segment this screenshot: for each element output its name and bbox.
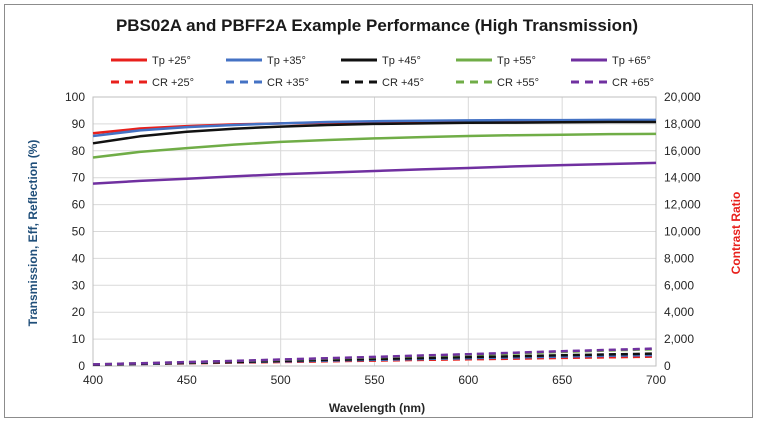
x-tick-label: 700	[646, 373, 666, 387]
legend-label: Tp +65°	[612, 55, 651, 67]
y-left-tick-label: 80	[72, 144, 86, 158]
legend-label: Tp +45°	[382, 55, 421, 67]
y-right-tick-label: 6,000	[664, 278, 694, 292]
x-tick-label: 400	[83, 373, 103, 387]
series-line-tp-45	[92, 120, 656, 145]
y-right-tick-label: 8,000	[664, 251, 694, 265]
legend-label: Tp +55°	[497, 55, 536, 67]
chart-frame: 0 0 10 2,000 20 4,000 30 6,000 40 8,000 50 10,000 60…	[4, 4, 753, 418]
series-line-tp-35	[92, 118, 656, 138]
legend-label: CR +55°	[497, 77, 539, 89]
legend-item: Tp +65°	[571, 55, 651, 67]
legend-label: CR +25°	[152, 77, 194, 89]
y-left-tick-label: 70	[72, 171, 86, 185]
chart-title: PBS02A and PBFF2A Example Performance (H…	[116, 16, 638, 35]
legend-label: Tp +35°	[267, 55, 306, 67]
y-right-tick-label: 10,000	[664, 225, 701, 239]
series-lines	[92, 118, 657, 366]
legend-item: CR +25°	[111, 77, 194, 89]
plot-area	[92, 96, 657, 367]
legend: Tp +25° Tp +35° Tp +45° Tp +55° Tp +65° CR +2…	[111, 55, 654, 89]
y-left-tick-label: 20	[72, 305, 86, 319]
y-left-tick-label: 100	[65, 90, 85, 104]
y-right-tick-label: 12,000	[664, 198, 701, 212]
x-tick-label: 500	[271, 373, 291, 387]
y-right-tick-label: 4,000	[664, 305, 694, 319]
y-right-tick-label: 18,000	[664, 117, 701, 131]
y-axis-left-title: Transmission, Eff, Reflection (%)	[26, 140, 40, 327]
y-right-tick-label: 16,000	[664, 144, 701, 158]
y-left-tick-label: 60	[72, 198, 86, 212]
x-tick-label: 450	[177, 373, 197, 387]
legend-item: CR +35°	[226, 77, 309, 89]
x-tick-label: 650	[552, 373, 572, 387]
legend-item: CR +65°	[571, 77, 654, 89]
x-tick-label: 600	[458, 373, 478, 387]
legend-label: CR +35°	[267, 77, 309, 89]
y-right-tick-label: 0	[664, 359, 671, 373]
legend-item: Tp +55°	[456, 55, 536, 67]
y-axis-right-title: Contrast Ratio	[729, 192, 743, 275]
legend-item: Tp +25°	[111, 55, 191, 67]
axes: 0 0 10 2,000 20 4,000 30 6,000 40 8,000 50 10,000 60…	[65, 90, 701, 387]
series-line-tp-65	[92, 161, 657, 185]
series-line-cr-65	[92, 347, 657, 366]
series-line-tp-55	[92, 132, 657, 159]
y-left-tick-label: 10	[72, 332, 86, 346]
legend-item: CR +55°	[456, 77, 539, 89]
legend-label: CR +45°	[382, 77, 424, 89]
y-right-tick-label: 20,000	[664, 90, 701, 104]
legend-item: CR +45°	[341, 77, 424, 89]
y-left-tick-label: 30	[72, 278, 86, 292]
x-tick-label: 550	[364, 373, 384, 387]
chart-svg: 0 0 10 2,000 20 4,000 30 6,000 40 8,000 50 10,000 60…	[26, 16, 743, 415]
legend-item: Tp +45°	[341, 55, 421, 67]
y-left-tick-label: 40	[72, 251, 86, 265]
y-left-tick-label: 0	[78, 359, 85, 373]
y-right-tick-label: 2,000	[664, 332, 694, 346]
y-left-tick-label: 50	[72, 225, 86, 239]
x-axis-title: Wavelength (nm)	[329, 401, 425, 415]
series-line-cr-45	[92, 352, 657, 366]
legend-item: Tp +35°	[226, 55, 306, 67]
legend-label: CR +65°	[612, 77, 654, 89]
y-left-tick-label: 90	[72, 117, 86, 131]
y-right-tick-label: 14,000	[664, 171, 701, 185]
legend-label: Tp +25°	[152, 55, 191, 67]
